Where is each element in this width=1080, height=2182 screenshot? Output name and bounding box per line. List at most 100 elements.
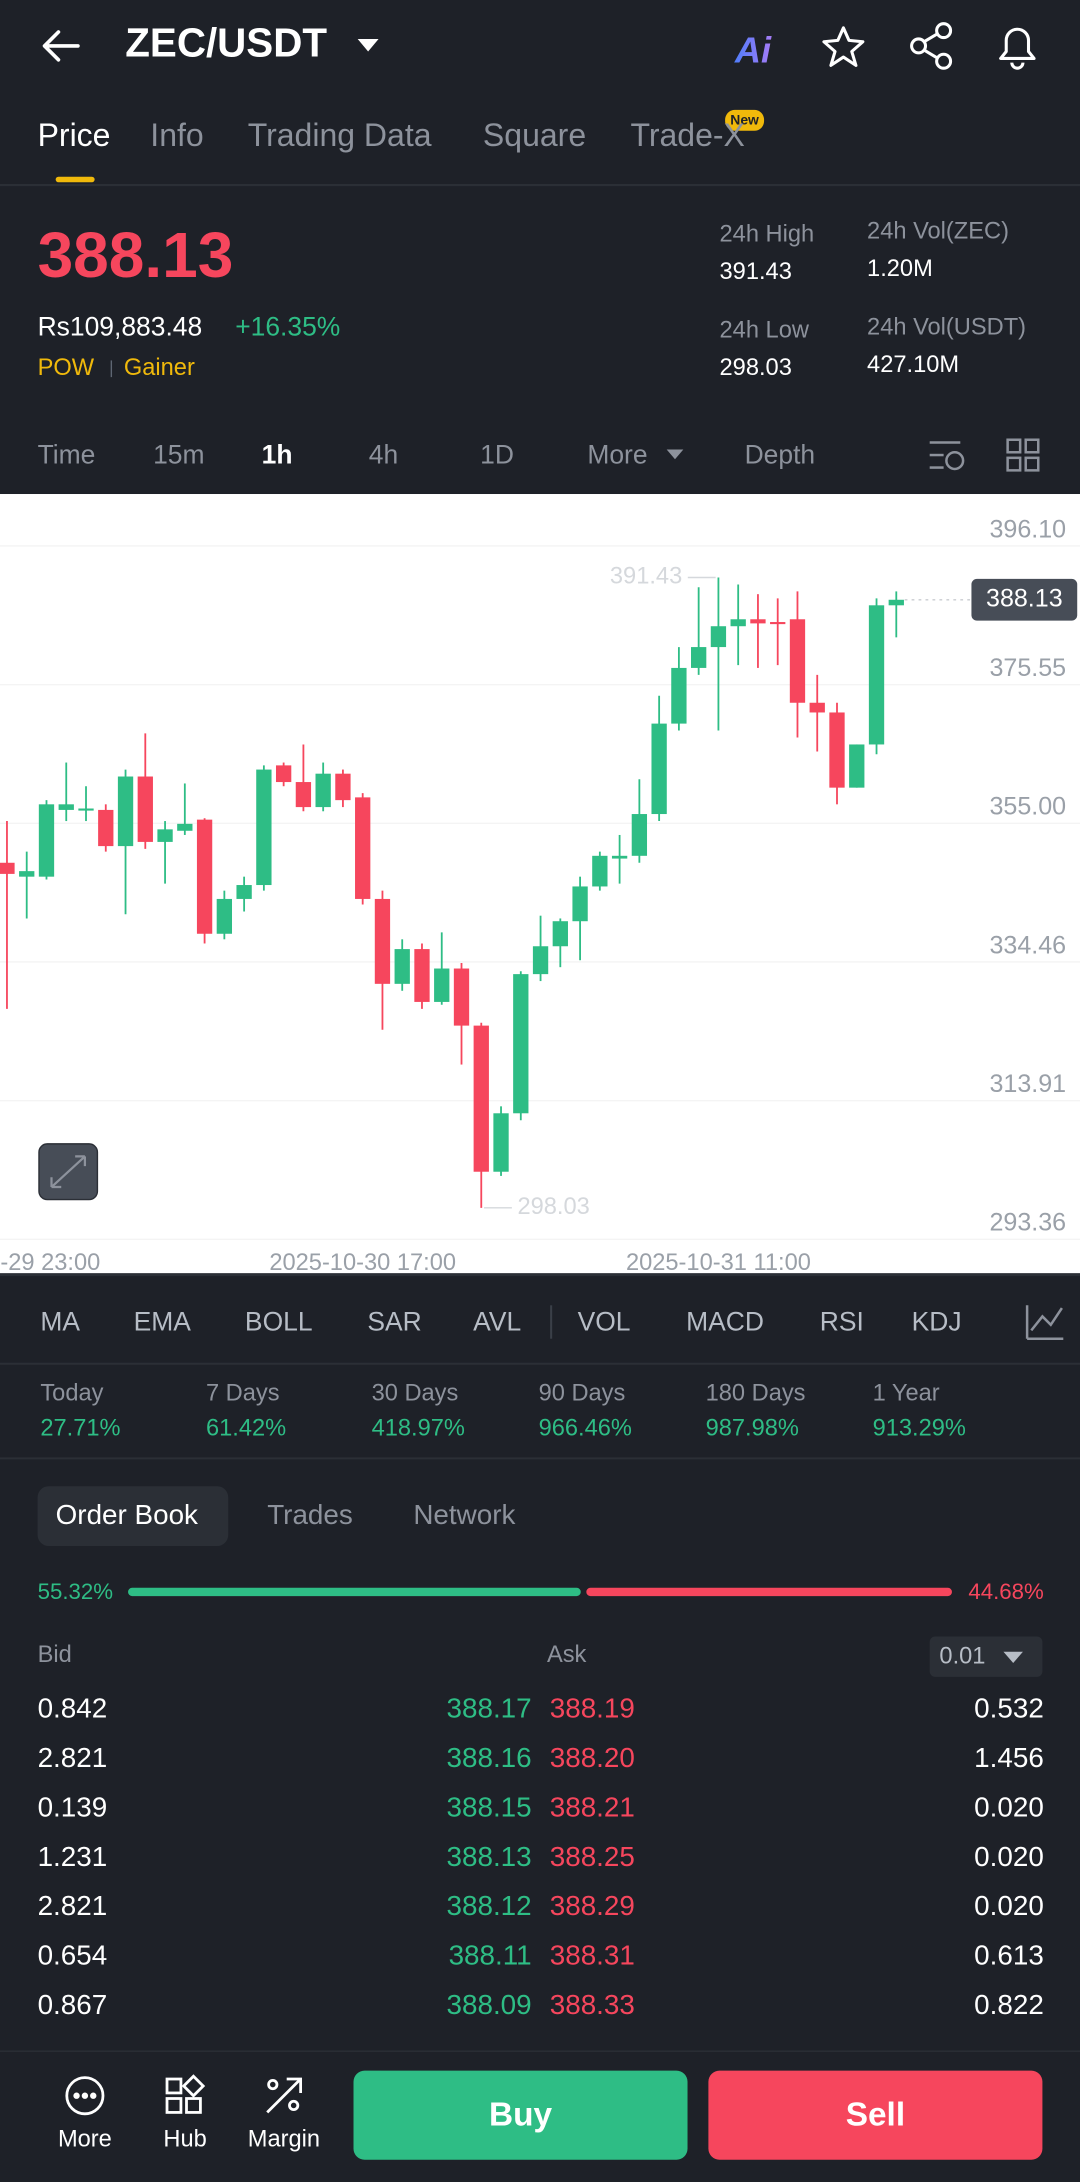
indicator-tab[interactable]: RSI xyxy=(820,1306,864,1336)
candle-body xyxy=(19,871,35,877)
indicator-tab[interactable]: AVL xyxy=(473,1306,521,1336)
interval-tab[interactable]: Time xyxy=(38,439,96,469)
candle-body xyxy=(750,619,766,624)
tag[interactable]: Gainer xyxy=(124,355,195,381)
new-badge-text: New xyxy=(730,112,759,128)
bid-price[interactable]: 388.09 xyxy=(447,1989,532,2020)
sell-label: Sell xyxy=(846,2096,905,2133)
candle-body xyxy=(730,619,746,627)
bid-price[interactable]: 388.11 xyxy=(449,1940,532,1971)
precision-value: 0.01 xyxy=(939,1644,985,1670)
indicator-settings-button[interactable] xyxy=(1025,1305,1064,1340)
nav-label[interactable]: Hub xyxy=(163,2127,206,2153)
candle-body xyxy=(691,647,707,668)
tab[interactable]: Square xyxy=(483,117,586,153)
y-tick-label: 396.10 xyxy=(989,515,1066,543)
layout-button[interactable] xyxy=(1006,438,1040,472)
fiat-price: Rs109,883.48 xyxy=(38,311,203,341)
ask-price[interactable]: 388.19 xyxy=(550,1693,635,1724)
interval-tab[interactable]: 4h xyxy=(369,439,398,469)
bid-price[interactable]: 388.16 xyxy=(447,1742,532,1773)
order-book-tab[interactable]: Order Book xyxy=(56,1499,198,1530)
y-tick-label: 375.55 xyxy=(989,654,1066,682)
candle-body xyxy=(256,769,272,886)
candle-body xyxy=(888,599,904,606)
candle-body xyxy=(315,773,331,808)
more-dropdown[interactable] xyxy=(666,449,684,460)
interval-tab[interactable]: 15m xyxy=(153,439,204,469)
interval-tab[interactable]: More xyxy=(587,439,647,469)
chart-settings-button[interactable] xyxy=(929,441,965,471)
tab[interactable]: Trading Data xyxy=(248,117,432,153)
share-button[interactable] xyxy=(910,22,953,70)
candle-body xyxy=(216,898,233,934)
sell-button[interactable] xyxy=(708,2070,1043,2160)
ask-price[interactable]: 388.25 xyxy=(550,1841,635,1872)
bid-price[interactable]: 388.17 xyxy=(447,1693,532,1724)
buy-button[interactable] xyxy=(353,2070,688,2160)
interval-tab[interactable]: 1h xyxy=(262,439,293,469)
indicator-tab[interactable]: SAR xyxy=(367,1306,421,1336)
ask-price[interactable]: 388.33 xyxy=(550,1989,635,2020)
candle-body xyxy=(236,885,252,899)
bid-price[interactable]: 388.12 xyxy=(447,1890,532,1921)
ask-price[interactable]: 388.20 xyxy=(550,1742,635,1773)
low-label: 298.03 xyxy=(517,1194,589,1220)
ask-price[interactable]: 388.29 xyxy=(550,1890,635,1921)
indicator-tab[interactable]: EMA xyxy=(134,1306,192,1336)
pair-title[interactable]: ZEC/USDT xyxy=(125,20,327,66)
candle-body xyxy=(335,773,351,801)
indicator-tab[interactable]: VOL xyxy=(578,1306,631,1336)
candle-body xyxy=(157,829,173,842)
candle-body xyxy=(592,855,608,887)
margin-icon[interactable] xyxy=(266,2077,303,2114)
interval-tab[interactable]: 1D xyxy=(480,439,514,469)
performance-period: 30 Days xyxy=(372,1381,459,1407)
hub-icon[interactable] xyxy=(165,2074,206,2114)
ask-header: Ask xyxy=(547,1642,587,1668)
indicator-tab[interactable]: MACD xyxy=(686,1306,764,1336)
alert-button[interactable] xyxy=(999,27,1036,70)
bid-price[interactable]: 388.15 xyxy=(447,1791,532,1822)
tag[interactable]: POW xyxy=(38,355,95,381)
performance-period: Today xyxy=(40,1381,103,1407)
performance-period: 7 Days xyxy=(206,1381,280,1407)
fullscreen-icon xyxy=(50,1155,87,1189)
buy-ratio-bar xyxy=(128,1587,581,1597)
performance-value: 418.97% xyxy=(372,1415,465,1441)
nav-label[interactable]: Margin xyxy=(248,2127,320,2153)
order-book-tab-bg xyxy=(37,1486,229,1547)
precision-selector[interactable] xyxy=(929,1636,1043,1677)
tab[interactable]: Trade-X xyxy=(630,117,744,153)
candle-body xyxy=(394,949,410,984)
indicator-tab[interactable]: KDJ xyxy=(912,1306,962,1336)
high-label: 391.43 xyxy=(610,564,682,590)
ask-price[interactable]: 388.31 xyxy=(550,1940,635,1971)
candle-body xyxy=(0,862,15,874)
candle-body xyxy=(789,619,806,703)
favorite-button[interactable] xyxy=(822,26,865,67)
tab[interactable]: Price xyxy=(38,117,111,153)
last-price-tag-label: 388.13 xyxy=(986,584,1063,612)
candle-body xyxy=(829,712,845,788)
order-book-tab[interactable]: Trades xyxy=(267,1499,353,1530)
more-icon[interactable] xyxy=(65,2076,105,2116)
candle-body xyxy=(38,804,55,877)
new-badge xyxy=(725,109,765,131)
interval-tab[interactable]: Depth xyxy=(745,439,816,469)
ask-price[interactable]: 388.21 xyxy=(550,1791,635,1822)
tab[interactable]: Info xyxy=(150,117,203,153)
precision-dropdown xyxy=(1003,1651,1023,1663)
indicator-tab[interactable]: BOLL xyxy=(245,1306,313,1336)
bid-price[interactable]: 388.13 xyxy=(447,1841,532,1872)
nav-label[interactable]: More xyxy=(58,2127,112,2153)
order-book-tab[interactable]: Network xyxy=(413,1499,515,1530)
candle-body xyxy=(552,921,568,947)
back-button[interactable] xyxy=(42,30,80,62)
ai-button[interactable]: Ai xyxy=(734,29,772,70)
ask-quantity: 0.020 xyxy=(974,1791,1044,1822)
performance-period: 180 Days xyxy=(706,1381,806,1407)
pair-dropdown[interactable] xyxy=(357,38,379,52)
indicator-tab[interactable]: MA xyxy=(40,1306,80,1336)
ask-quantity: 0.822 xyxy=(974,1989,1044,2020)
